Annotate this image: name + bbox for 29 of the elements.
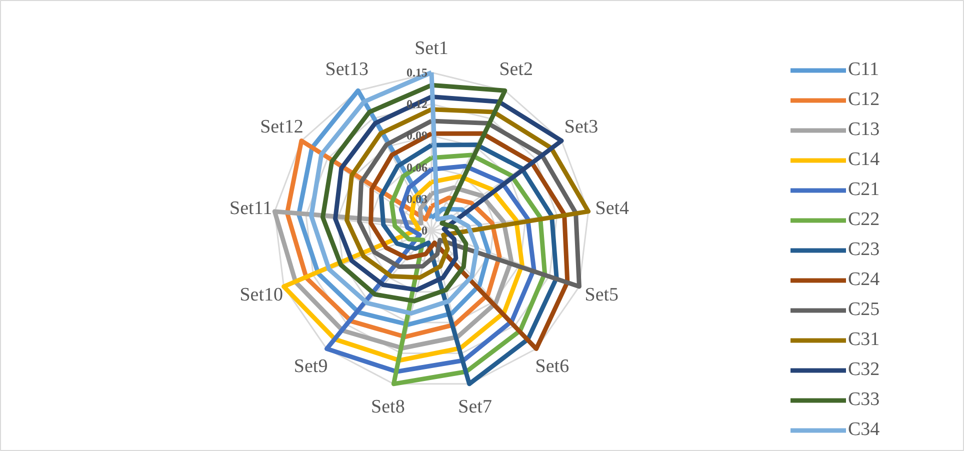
legend-label: C31 xyxy=(848,329,880,351)
spoke-label: Set5 xyxy=(584,284,619,306)
spoke-label: Set13 xyxy=(325,58,369,80)
y-tick-label: 0 xyxy=(422,224,428,238)
spoke-label: Set3 xyxy=(564,116,598,138)
spoke-label: Set8 xyxy=(371,396,405,418)
y-tick-label: 0.12 xyxy=(406,97,428,112)
legend-label: C34 xyxy=(848,419,880,441)
legend-label: C22 xyxy=(848,209,880,231)
legend-label: C14 xyxy=(848,149,880,171)
legend-label: C23 xyxy=(848,239,880,261)
legend-label: C25 xyxy=(848,299,880,321)
y-tick-label: 0.15 xyxy=(406,66,428,80)
spoke-label: Set11 xyxy=(230,198,272,220)
spoke-label: Set7 xyxy=(458,396,492,418)
spoke-label: Set9 xyxy=(294,356,328,378)
legend-label: C24 xyxy=(848,269,880,291)
legend-label: C32 xyxy=(848,359,880,381)
spoke-label: Set12 xyxy=(260,116,304,138)
legend-label: C33 xyxy=(848,389,880,411)
spoke-label: Set10 xyxy=(240,284,283,306)
legend-label: C13 xyxy=(848,119,880,141)
spoke-label: Set4 xyxy=(595,198,630,220)
spoke-label: Set2 xyxy=(499,58,533,80)
legend-label: C11 xyxy=(848,59,879,81)
spoke-label: Set6 xyxy=(535,356,570,378)
legend-label: C21 xyxy=(848,179,880,201)
legend-label: C12 xyxy=(848,89,880,111)
spoke-label: Set1 xyxy=(414,38,448,59)
